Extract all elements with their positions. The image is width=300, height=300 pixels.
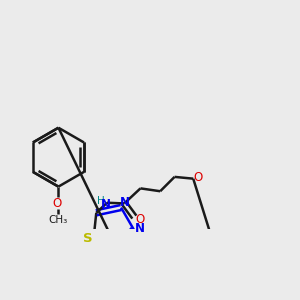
Text: O: O xyxy=(136,213,145,226)
Text: N: N xyxy=(120,196,130,209)
Text: CH₃: CH₃ xyxy=(48,215,67,225)
Text: O: O xyxy=(193,171,203,184)
Text: N: N xyxy=(135,222,145,235)
Text: N: N xyxy=(101,198,111,211)
Text: H: H xyxy=(97,196,104,206)
Text: O: O xyxy=(53,197,62,210)
Text: S: S xyxy=(83,232,93,245)
